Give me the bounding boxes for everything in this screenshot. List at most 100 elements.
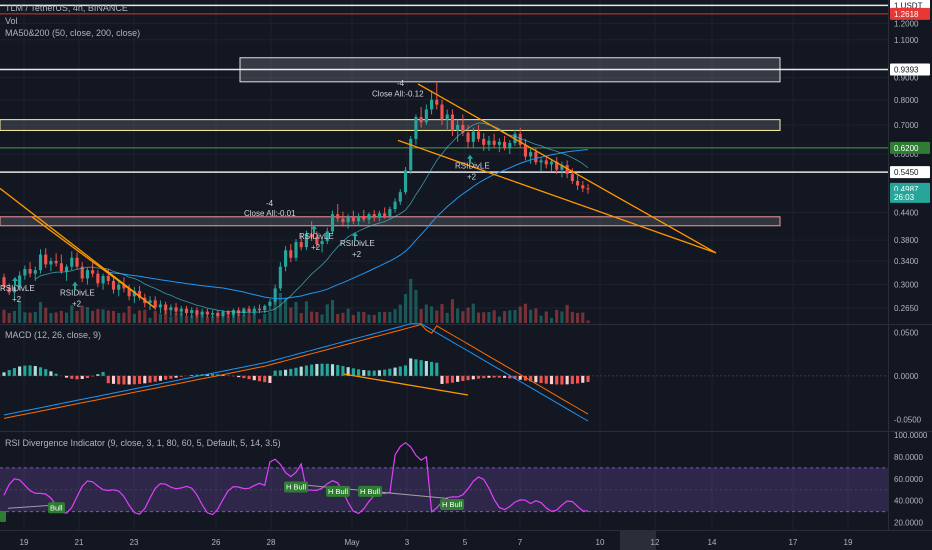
time-tick-label: 23 [130,538,139,547]
volume-bar [310,311,314,323]
macd-histogram-bar [242,375,246,379]
volume-bar [544,311,548,323]
candle-body [12,287,16,293]
macd-histogram-bar [430,361,434,376]
price-tick-label: 0.7000 [894,121,919,130]
candle-body [357,215,361,222]
h-bull-tag [284,481,308,493]
macd-histogram-bar [403,365,408,376]
volume-bar [54,312,58,323]
macd-histogram-bar [106,375,110,384]
volume-bar [581,312,585,323]
volume-bar [440,304,444,323]
macd-histogram-bar [23,365,27,376]
macd-histogram-bar [268,375,272,383]
macd-histogram-bar [65,375,69,378]
macd-histogram-bar [273,370,277,376]
candle-body [96,273,100,284]
price-badge-label: 1.2618 [894,10,919,19]
rsi-tick-label: 80.0000 [894,453,923,462]
macd-histogram-bar [132,375,136,385]
macd-signal-line [3,323,589,419]
rsi-divle-label: RSIDivLE [60,289,95,298]
volume-bar [294,301,298,323]
macd-histogram-bar [252,375,256,381]
macd-histogram-bar [7,370,11,376]
macd-histogram-bar [393,367,397,376]
candle-body [268,301,272,306]
macd-histogram-bar [424,361,428,376]
candle-body [586,188,590,190]
time-tick-label: 26 [212,538,221,547]
macd-histogram-bar [529,375,533,382]
candle-body [576,180,580,186]
volume-bar [560,311,564,323]
volume-bar [529,309,533,323]
macd-tick-label: 0.0500 [894,328,919,337]
volume-bar [190,315,194,323]
symbol-legend: TLM / TetherUS, 4h, BINANCE [5,3,128,13]
volume-bar [169,316,173,323]
candle-body [388,209,392,216]
volume-bar [85,307,89,323]
volume-bar [487,312,491,323]
candle-body [278,266,282,289]
macd-histogram-bar [503,375,507,378]
volume-bar [164,308,168,323]
candle-body [284,250,288,267]
candle-body [132,291,136,297]
volume-bar [377,311,381,323]
candle-body [341,218,345,223]
candle-body [456,124,460,131]
candle-body [440,104,444,120]
candle-body [346,216,350,223]
price-badge-label: 0.9393 [894,66,919,75]
candle-body [7,287,11,293]
candle-body [158,304,162,308]
close-all-qty: -4 [266,199,274,208]
candle-body [190,310,194,314]
volume-bar [513,309,517,323]
candle-body [231,310,235,315]
macd-histogram-bar [263,375,267,383]
time-tick-label: 19 [20,538,29,547]
price-badge [890,166,930,179]
macd-histogram-bar [492,375,496,378]
wedge-upper [417,83,717,254]
candle-body [28,268,32,274]
candle-body [529,152,533,157]
volume-bar [388,311,392,323]
macd-histogram-bar [278,370,282,376]
volume-bar [174,313,178,323]
candle-body [44,254,48,265]
macd-legend: MACD (12, 26, close, 9) [5,330,102,340]
candle-body [221,311,225,317]
macd-histogram-bar [54,373,58,376]
candle-body [424,109,428,123]
volume-bar [132,313,136,323]
candle-body [372,214,376,218]
volume-bar [362,311,366,323]
volume-bar [252,312,256,323]
macd-histogram-bar [398,366,402,376]
macd-histogram-bar [257,375,262,382]
rsi-tick-label: 20.0000 [894,519,923,528]
macd-tick-label: -0.0500 [894,415,922,424]
macd-histogram-bar [565,375,569,385]
volume-bar [555,309,559,323]
macd-histogram-bar [221,374,225,376]
macd-histogram-bar [482,375,486,379]
volume-bar [461,311,465,323]
candle-body [503,141,507,148]
volume-bar [49,313,53,323]
volume-bar [278,293,282,323]
volume-bar [205,316,209,323]
macd-histogram-bar [148,375,152,383]
macd-histogram-bar [143,375,147,384]
h-bull-tag [326,485,350,497]
macd-histogram-bar [18,366,22,376]
macd-histogram-bar [336,365,340,376]
macd-histogram-bar [346,367,350,376]
